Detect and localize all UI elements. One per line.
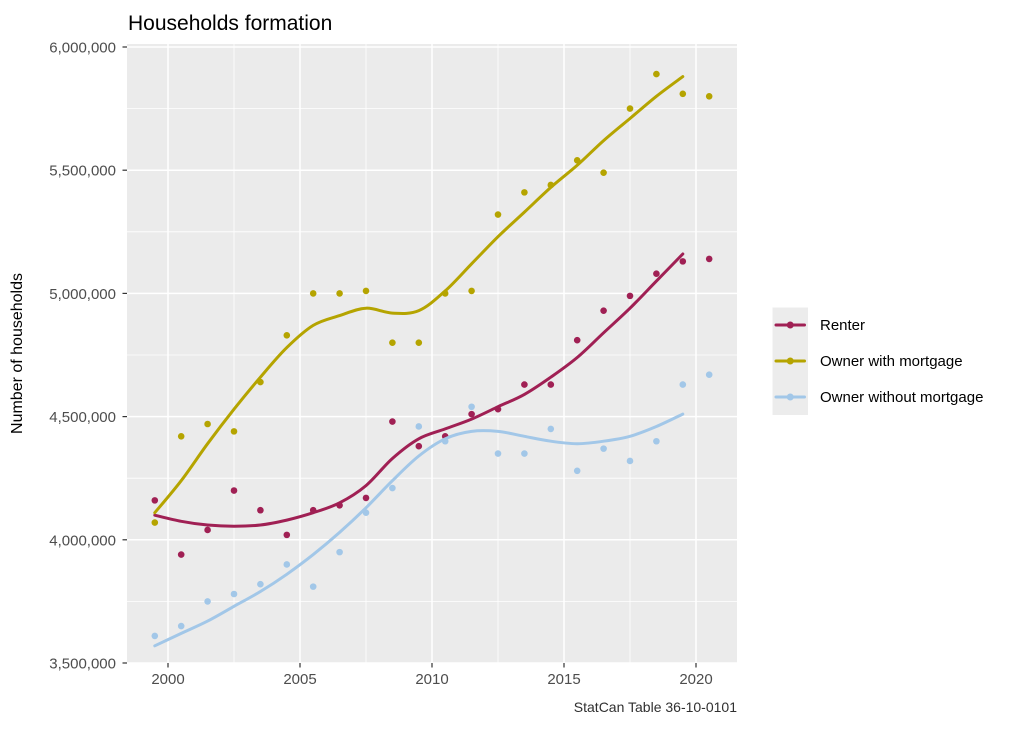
series-point-renter [547, 381, 555, 388]
series-point-owner-with-mortgage [230, 428, 238, 435]
y-axis-tick-label: 3,500,000 [49, 656, 116, 673]
data-series [151, 70, 713, 648]
series-point-owner-without-mortgage [283, 561, 291, 568]
series-point-owner-with-mortgage [389, 339, 396, 346]
y-axis-tick-label: 4,000,000 [49, 532, 116, 549]
series-point-owner-with-mortgage [547, 181, 555, 189]
series-point-renter [679, 258, 687, 265]
series-point-renter [230, 487, 238, 494]
series-point-owner-with-mortgage [705, 92, 713, 100]
legend-label: Owner with mortgage [820, 353, 963, 370]
series-point-owner-without-mortgage [705, 371, 713, 379]
series-point-renter [362, 494, 370, 502]
legend-label: Renter [820, 317, 865, 334]
series-point-renter [494, 405, 502, 413]
series-line-owner-with-mortgage [153, 75, 685, 515]
series-point-owner-with-mortgage [283, 331, 291, 339]
y-axis-tick-label: 4,500,000 [49, 409, 116, 426]
legend: Renter Owner with mortgage Owner without m… [772, 307, 983, 415]
series-point-owner-with-mortgage [600, 169, 607, 176]
series-point-owner-without-mortgage [336, 548, 343, 556]
series-point-owner-without-mortgage [626, 457, 634, 465]
legend-item-owner-with-mortgage: Owner with mortgage [774, 353, 963, 370]
series-point-owner-with-mortgage [177, 433, 185, 440]
series-point-renter [204, 526, 211, 534]
legend-label: Owner without mortgage [820, 389, 983, 406]
series-point-renter [705, 255, 713, 263]
series-point-owner-with-mortgage [204, 420, 211, 428]
series-point-owner-without-mortgage [204, 598, 211, 605]
y-axis-tick-label: 5,000,000 [49, 286, 116, 303]
legend-item-owner-without-mortgage: Owner without mortgage [774, 389, 983, 406]
legend-glyph-point [786, 357, 794, 365]
x-axis-tick-label: 2005 [283, 671, 316, 688]
series-point-owner-without-mortgage [389, 484, 396, 492]
series-point-owner-without-mortgage [468, 403, 475, 411]
series-point-owner-without-mortgage [257, 580, 264, 588]
series-point-owner-without-mortgage [653, 437, 660, 445]
series-point-owner-without-mortgage [309, 583, 317, 590]
y-axis-tick-label: 6,000,000 [49, 40, 116, 57]
series-point-renter [151, 497, 159, 504]
series-point-renter [573, 336, 581, 344]
series-point-owner-without-mortgage [151, 632, 159, 640]
series-point-owner-with-mortgage [336, 290, 343, 297]
series-point-owner-without-mortgage [573, 467, 581, 475]
series-point-owner-with-mortgage [309, 290, 317, 297]
legend-glyph-point [786, 393, 794, 401]
series-point-owner-with-mortgage [679, 90, 687, 98]
series-point-owner-without-mortgage [177, 622, 185, 630]
series-point-owner-with-mortgage [415, 339, 423, 346]
series-point-owner-with-mortgage [468, 287, 475, 295]
x-axis-tick-label: 2020 [679, 671, 712, 688]
y-axis-tick-label: 5,500,000 [49, 163, 116, 180]
series-point-owner-without-mortgage [494, 450, 502, 457]
series-point-owner-without-mortgage [679, 381, 687, 388]
series-point-renter [257, 506, 264, 514]
series-point-renter [415, 442, 423, 450]
series-line-owner-without-mortgage [153, 412, 685, 648]
x-axis-tick-label: 2015 [547, 671, 580, 688]
series-point-renter [468, 410, 475, 418]
chart-caption: StatCan Table 36-10-0101 [574, 699, 737, 715]
series-point-owner-without-mortgage [362, 509, 370, 516]
series-point-renter [600, 307, 607, 314]
series-point-owner-without-mortgage [441, 437, 449, 445]
x-axis-tick-label: 2000 [151, 671, 184, 688]
series-point-owner-with-mortgage [653, 70, 660, 78]
series-point-owner-with-mortgage [494, 211, 502, 218]
series-point-owner-without-mortgage [415, 423, 423, 430]
series-point-owner-without-mortgage [547, 425, 555, 433]
series-point-owner-with-mortgage [441, 290, 449, 297]
legend-glyph-point [786, 321, 794, 329]
series-point-owner-without-mortgage [600, 445, 607, 452]
series-point-owner-with-mortgage [521, 189, 528, 196]
series-point-owner-with-mortgage [151, 519, 159, 526]
legend-item-renter: Renter [774, 317, 865, 334]
series-point-owner-with-mortgage [573, 157, 581, 164]
x-axis-tick-label: 2010 [415, 671, 448, 688]
series-point-owner-with-mortgage [257, 378, 264, 386]
series-point-owner-with-mortgage [362, 287, 370, 295]
y-axis-title: Number of households [9, 273, 26, 434]
series-point-renter [653, 270, 660, 277]
series-line-renter [153, 252, 685, 528]
series-point-renter [389, 418, 396, 425]
series-point-renter [177, 551, 185, 558]
series-point-renter [283, 531, 291, 539]
axes: 2000 2005 2010 2015 2020 3,500,000 4,000,000 4,… [49, 40, 712, 689]
series-point-owner-without-mortgage [521, 450, 528, 457]
series-point-renter [336, 502, 343, 509]
chart-title: Households formation [128, 12, 332, 35]
series-point-owner-with-mortgage [626, 105, 634, 112]
series-point-renter [626, 292, 634, 300]
series-point-renter [521, 381, 528, 388]
series-point-owner-without-mortgage [230, 590, 238, 598]
series-point-renter [309, 506, 317, 514]
